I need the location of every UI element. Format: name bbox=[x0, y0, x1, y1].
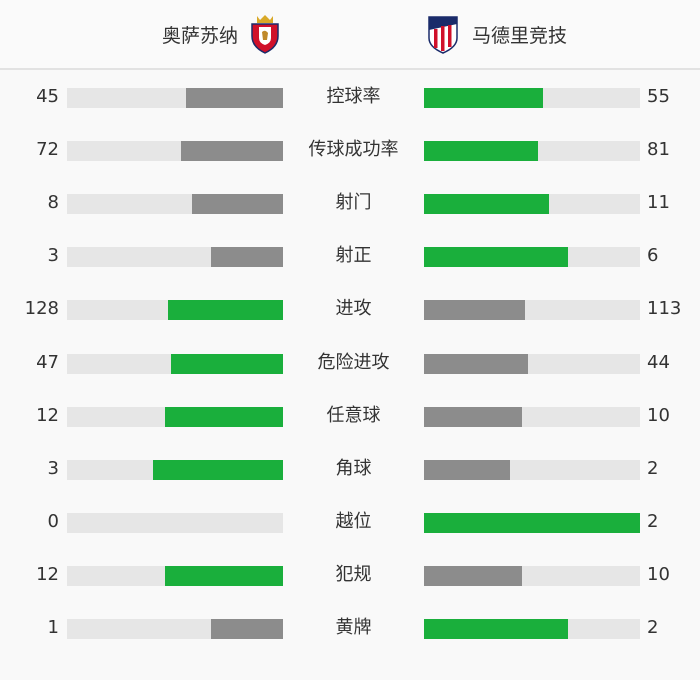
osasuna-crest-icon bbox=[251, 15, 279, 54]
home-bar-fill bbox=[211, 619, 283, 639]
home-bar-fill bbox=[165, 406, 283, 427]
home-bar-track bbox=[67, 565, 283, 586]
away-value: 55 bbox=[647, 86, 670, 107]
home-bar-fill bbox=[165, 565, 283, 586]
away-bar-track bbox=[424, 459, 640, 480]
away-bar-fill bbox=[424, 247, 568, 268]
stat-row: 0 越位 2 bbox=[0, 510, 700, 534]
away-bar-fill bbox=[424, 619, 568, 639]
home-bar-track bbox=[67, 512, 283, 533]
away-value: 81 bbox=[647, 139, 670, 161]
stat-row: 12 任意球 10 bbox=[0, 404, 700, 428]
stat-row: 1 黄牌 2 bbox=[0, 617, 700, 640]
stat-label: 危险进攻 bbox=[317, 351, 390, 373]
stat-row: 8 射门 11 bbox=[0, 192, 700, 215]
home-value: 45 bbox=[36, 86, 59, 107]
away-bar-track bbox=[424, 247, 640, 268]
home-bar-track bbox=[67, 353, 283, 374]
home-value: 3 bbox=[47, 245, 59, 267]
away-team-name: 马德里竞技 bbox=[472, 24, 568, 47]
stat-label: 传球成功率 bbox=[308, 139, 399, 161]
home-bar-track bbox=[67, 141, 283, 162]
stat-label: 任意球 bbox=[326, 404, 381, 426]
away-bar-track bbox=[424, 406, 640, 427]
home-value: 72 bbox=[36, 139, 59, 161]
home-bar-fill bbox=[171, 353, 283, 374]
home-value: 8 bbox=[47, 192, 59, 214]
away-value: 2 bbox=[647, 617, 659, 638]
away-value: 44 bbox=[647, 351, 670, 373]
away-value: 10 bbox=[647, 404, 670, 426]
stat-label: 控球率 bbox=[326, 86, 381, 107]
away-bar-track bbox=[424, 194, 640, 215]
home-bar-fill bbox=[192, 194, 283, 215]
home-bar-fill bbox=[211, 247, 283, 268]
away-bar-track bbox=[424, 512, 640, 533]
stat-row: 12 犯规 10 bbox=[0, 563, 700, 587]
away-value: 2 bbox=[647, 457, 659, 479]
stat-row: 72 传球成功率 81 bbox=[0, 139, 700, 162]
away-bar-fill bbox=[424, 300, 526, 321]
home-value: 3 bbox=[47, 457, 59, 479]
away-bar-fill bbox=[424, 565, 523, 586]
home-bar-track bbox=[67, 300, 283, 321]
atletico-madrid-crest-icon bbox=[428, 16, 458, 54]
home-bar-fill bbox=[168, 300, 283, 321]
away-bar-fill bbox=[424, 459, 511, 480]
stat-row: 128 进攻 113 bbox=[0, 298, 700, 321]
stat-label: 射门 bbox=[335, 192, 372, 214]
away-bar-track bbox=[424, 88, 640, 108]
match-header: 奥萨苏纳 马德里竞技 bbox=[0, 0, 700, 70]
stat-label: 射正 bbox=[335, 245, 372, 267]
away-bar-fill bbox=[424, 88, 543, 108]
away-bar-fill bbox=[424, 512, 640, 533]
home-bar-fill bbox=[153, 459, 283, 480]
home-team-name: 奥萨苏纳 bbox=[161, 24, 238, 47]
away-bar-fill bbox=[424, 194, 550, 215]
home-value: 0 bbox=[47, 510, 59, 532]
away-bar-track bbox=[424, 353, 640, 374]
home-value: 12 bbox=[36, 563, 59, 585]
away-bar-track bbox=[424, 619, 640, 639]
home-bar-track bbox=[67, 194, 283, 215]
away-bar-fill bbox=[424, 141, 539, 162]
away-bar-fill bbox=[424, 406, 523, 427]
home-bar-fill bbox=[185, 88, 283, 108]
home-value: 47 bbox=[36, 351, 59, 373]
home-bar-track bbox=[67, 247, 283, 268]
home-value: 12 bbox=[36, 404, 59, 426]
away-value: 11 bbox=[647, 192, 670, 214]
away-value: 2 bbox=[647, 510, 659, 532]
away-bar-track bbox=[424, 300, 640, 321]
home-bar-track bbox=[67, 88, 283, 108]
stat-label: 犯规 bbox=[335, 563, 372, 585]
home-team[interactable]: 奥萨苏纳 bbox=[162, 14, 282, 54]
home-value: 128 bbox=[24, 298, 59, 320]
stat-label: 黄牌 bbox=[335, 617, 372, 638]
away-value: 10 bbox=[647, 563, 670, 585]
stat-label: 角球 bbox=[335, 457, 372, 479]
away-value: 113 bbox=[647, 298, 682, 320]
stat-row: 3 角球 2 bbox=[0, 457, 700, 481]
stat-row: 3 射正 6 bbox=[0, 245, 700, 268]
away-team[interactable]: 马德里竞技 bbox=[426, 14, 567, 54]
away-bar-fill bbox=[424, 353, 529, 374]
stat-label: 进攻 bbox=[335, 298, 372, 320]
stat-row: 47 危险进攻 44 bbox=[0, 351, 700, 375]
stat-label: 越位 bbox=[335, 510, 372, 532]
home-bar-fill bbox=[181, 141, 283, 162]
away-value: 6 bbox=[647, 245, 659, 267]
home-bar-track bbox=[67, 406, 283, 427]
away-bar-track bbox=[424, 565, 640, 586]
stat-row: 45 控球率 55 bbox=[0, 86, 700, 109]
home-bar-track bbox=[67, 619, 283, 639]
away-bar-track bbox=[424, 141, 640, 162]
home-value: 1 bbox=[47, 617, 59, 638]
home-bar-track bbox=[67, 459, 283, 480]
